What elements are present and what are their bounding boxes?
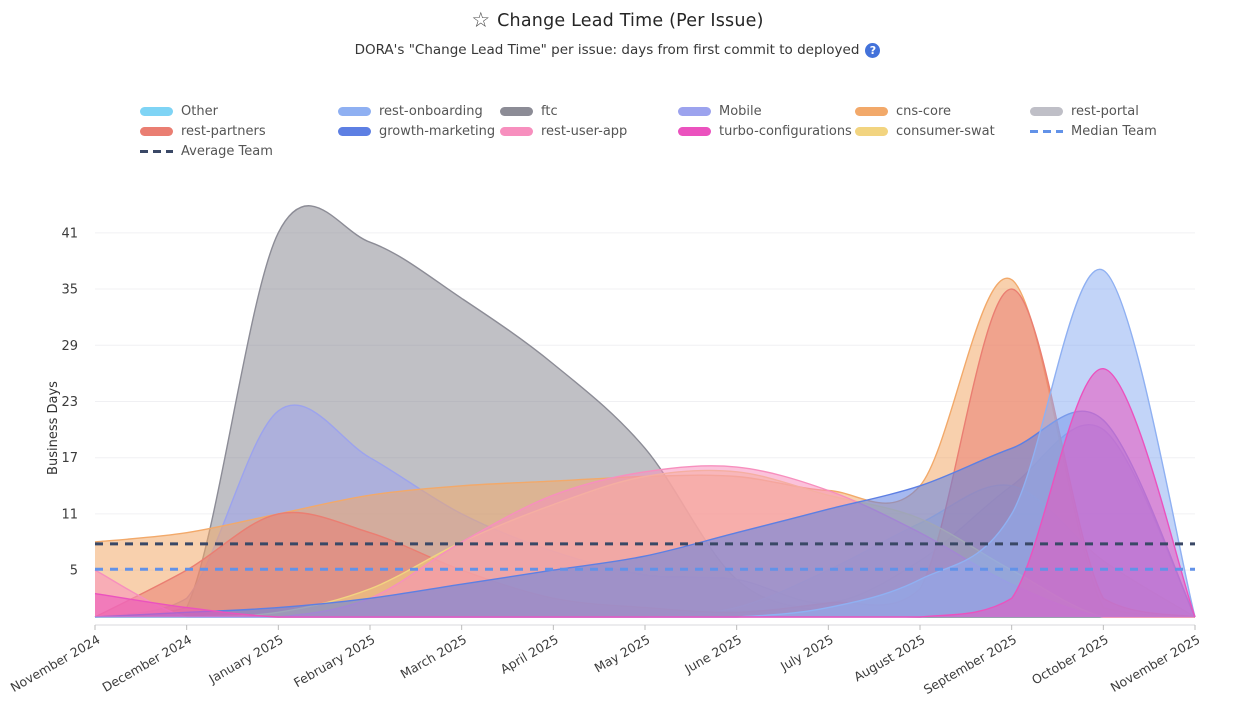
series-swatch-icon bbox=[338, 126, 371, 136]
legend-label: Other bbox=[181, 103, 218, 119]
legend-label: cns-core bbox=[896, 103, 952, 119]
x-axis-tick-label: January 2025 bbox=[205, 632, 285, 687]
svg-text:23: 23 bbox=[61, 395, 78, 410]
legend-label: growth-marketing bbox=[379, 123, 496, 139]
x-axis-tick-label: August 2025 bbox=[851, 632, 927, 685]
chart-header: ☆ Change Lead Time (Per Issue) DORA's "C… bbox=[0, 0, 1235, 58]
chart-legend: Other rest-onboarding ftc Mobile cns-core res… bbox=[140, 101, 1160, 161]
legend-label: rest-onboarding bbox=[379, 103, 483, 119]
svg-text:11: 11 bbox=[61, 507, 78, 522]
legend-item-turbo-configurations[interactable]: turbo-configurations bbox=[678, 124, 855, 139]
series-swatch-icon bbox=[678, 106, 711, 116]
x-axis-tick-label: September 2025 bbox=[921, 632, 1019, 697]
series-swatch-icon bbox=[140, 106, 173, 116]
series-swatch-icon bbox=[678, 126, 711, 136]
x-axis-tick-label: July 2025 bbox=[777, 632, 836, 675]
legend-item-rest-portal[interactable]: rest-portal bbox=[1030, 104, 1160, 119]
chart-subtitle: DORA's "Change Lead Time" per issue: day… bbox=[354, 42, 860, 58]
svg-text:5: 5 bbox=[70, 564, 78, 579]
legend-item-growth-marketing[interactable]: growth-marketing bbox=[338, 124, 500, 139]
x-axis-tick-label: November 2024 bbox=[8, 632, 103, 695]
legend-label: Average Team bbox=[181, 143, 273, 159]
svg-text:29: 29 bbox=[61, 339, 78, 354]
x-axis-tick-label: June 2025 bbox=[681, 632, 744, 677]
page-title: Change Lead Time (Per Issue) bbox=[497, 10, 764, 31]
dashed-line-icon bbox=[140, 149, 173, 153]
legend-item-rest-partners[interactable]: rest-partners bbox=[140, 124, 338, 139]
svg-text:17: 17 bbox=[61, 451, 78, 466]
legend-item-median-team[interactable]: Median Team bbox=[1030, 124, 1160, 139]
legend-label: rest-portal bbox=[1071, 103, 1139, 119]
area-growth-marketing bbox=[95, 411, 1195, 617]
area-turbo-configurations bbox=[95, 368, 1195, 617]
legend-label: ftc bbox=[541, 103, 558, 119]
series-swatch-icon bbox=[140, 126, 173, 136]
help-icon[interactable]: ? bbox=[865, 42, 881, 58]
legend-item-cns-core[interactable]: cns-core bbox=[855, 104, 1030, 119]
x-axis-tick-label: October 2025 bbox=[1029, 632, 1111, 688]
series-swatch-icon bbox=[1030, 106, 1063, 116]
series-swatch-icon bbox=[338, 106, 371, 116]
favorite-star-icon[interactable]: ☆ bbox=[471, 8, 491, 32]
x-axis-tick-label: November 2025 bbox=[1108, 632, 1203, 695]
legend-label: Mobile bbox=[719, 103, 762, 119]
line-turbo-configurations bbox=[94, 367, 1196, 618]
legend-item-rest-user-app[interactable]: rest-user-app bbox=[500, 124, 678, 139]
legend-label: Median Team bbox=[1071, 123, 1157, 139]
series-swatch-icon bbox=[500, 126, 533, 136]
svg-text:41: 41 bbox=[61, 226, 78, 241]
legend-label: rest-user-app bbox=[541, 123, 628, 139]
legend-item-other[interactable]: Other bbox=[140, 104, 338, 119]
area-rest-partners bbox=[95, 289, 1195, 617]
legend-item-consumer-swat[interactable]: consumer-swat bbox=[855, 124, 1030, 139]
x-axis-tick-label: March 2025 bbox=[398, 632, 469, 682]
legend-label: consumer-swat bbox=[896, 123, 995, 139]
x-axis-tick-label: February 2025 bbox=[291, 632, 377, 691]
series-swatch-icon bbox=[855, 126, 888, 136]
y-axis-label: Business Days bbox=[46, 381, 61, 475]
legend-item-ftc[interactable]: ftc bbox=[500, 104, 678, 119]
legend-label: rest-partners bbox=[181, 123, 266, 139]
series-swatch-icon bbox=[855, 106, 888, 116]
legend-item-mobile[interactable]: Mobile bbox=[678, 104, 855, 119]
dashed-line-icon bbox=[1030, 129, 1063, 133]
svg-text:35: 35 bbox=[61, 283, 78, 298]
x-axis-tick-label: April 2025 bbox=[498, 632, 561, 677]
legend-item-average-team[interactable]: Average Team bbox=[140, 144, 338, 159]
series-swatch-icon bbox=[500, 106, 533, 116]
legend-label: turbo-configurations bbox=[719, 123, 852, 139]
legend-item-rest-onboarding[interactable]: rest-onboarding bbox=[338, 104, 500, 119]
x-axis-tick-label: December 2024 bbox=[100, 632, 195, 695]
x-axis-tick-label: May 2025 bbox=[592, 632, 653, 676]
